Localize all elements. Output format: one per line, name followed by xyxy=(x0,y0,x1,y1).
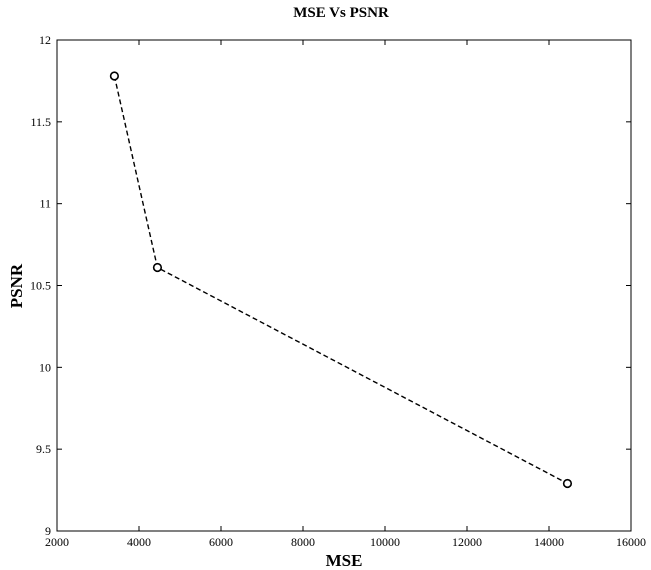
axis-ticks xyxy=(56,39,632,532)
chart-title: MSE Vs PSNR xyxy=(293,5,389,21)
y-tick-label: 12 xyxy=(39,33,51,47)
x-tick-label: 2000 xyxy=(45,535,69,549)
y-axis-label: PSNR xyxy=(7,263,26,308)
data-point xyxy=(152,262,163,273)
x-tick-label: 10000 xyxy=(370,535,400,549)
y-tick-label: 10 xyxy=(39,360,51,374)
x-tick-label: 8000 xyxy=(291,535,315,549)
y-tick-label: 9.5 xyxy=(36,442,51,456)
x-tick-label: 6000 xyxy=(209,535,233,549)
data-point xyxy=(562,478,573,489)
x-tick-label: 16000 xyxy=(616,535,646,549)
y-tick-label: 10.5 xyxy=(30,279,51,293)
data-series xyxy=(109,71,573,489)
x-tick-label: 14000 xyxy=(534,535,564,549)
y-tick-label: 11 xyxy=(39,197,51,211)
y-tick-label: 11.5 xyxy=(30,115,51,129)
x-axis-label: MSE xyxy=(326,551,363,570)
y-tick-label: 9 xyxy=(45,524,51,538)
x-tick-label: 12000 xyxy=(452,535,482,549)
data-point xyxy=(109,71,119,81)
x-tick-label: 4000 xyxy=(127,535,151,549)
tick-labels: 2000 4000 6000 8000 10000 12000 14000 16000 9 9.5… xyxy=(30,33,646,549)
